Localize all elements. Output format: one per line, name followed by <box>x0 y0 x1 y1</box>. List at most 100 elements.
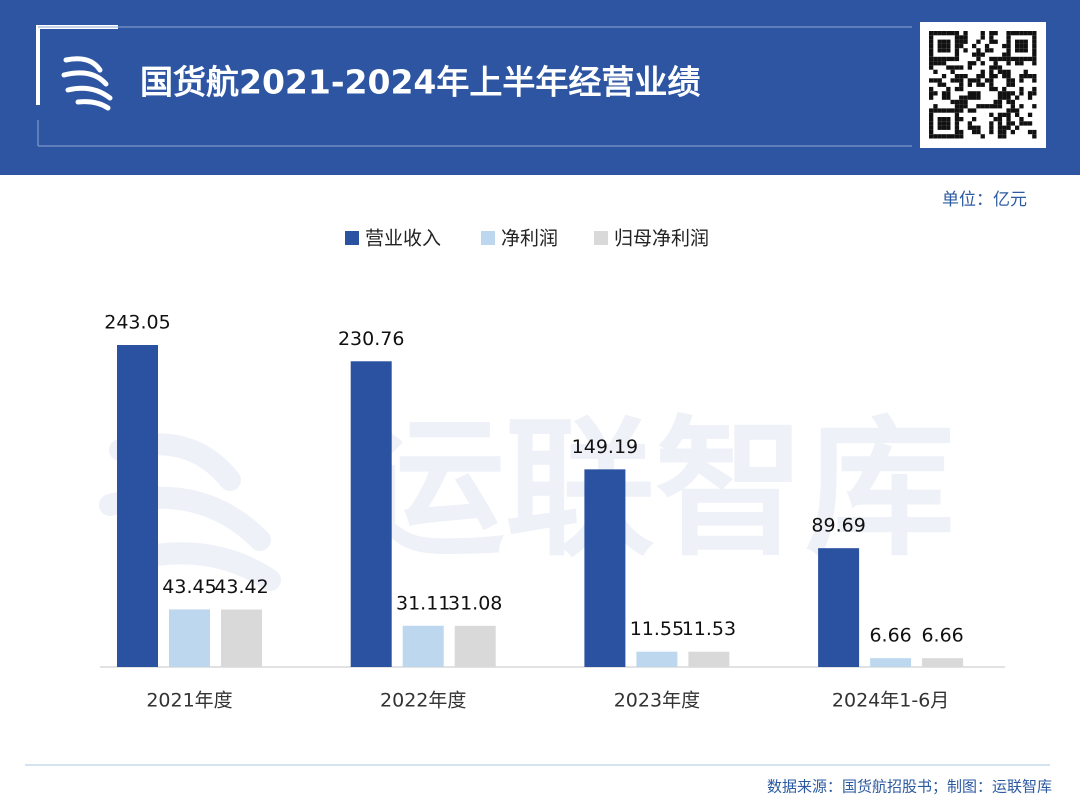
qr-module <box>946 117 951 122</box>
value-label: 43.45 <box>162 576 216 598</box>
qr-module <box>972 125 977 130</box>
qr-module <box>933 104 938 109</box>
qr-module <box>1023 39 1028 44</box>
qr-module <box>1019 56 1024 62</box>
qr-module <box>941 43 947 49</box>
qr-module <box>993 99 998 105</box>
qr-module <box>963 31 968 36</box>
qr-module <box>946 108 951 113</box>
qr-module <box>1010 91 1015 96</box>
qr-module <box>989 78 994 83</box>
qr-module <box>989 65 994 70</box>
qr-module <box>950 56 955 62</box>
qr-module <box>1032 86 1037 92</box>
qr-module <box>1010 99 1015 105</box>
qr-module <box>954 86 960 92</box>
value-label: 11.53 <box>682 618 736 640</box>
qr-module <box>1032 39 1037 44</box>
qr-module <box>989 112 994 117</box>
qr-module <box>937 39 942 44</box>
qr-module <box>1010 108 1015 113</box>
qr-module <box>1006 108 1011 113</box>
qr-module <box>959 95 964 100</box>
qr-module <box>937 134 942 139</box>
qr-module <box>984 78 990 83</box>
qr-module <box>997 134 1003 139</box>
qr-module <box>929 112 934 117</box>
qr-module <box>972 95 977 100</box>
qr-module <box>1032 74 1037 79</box>
qr-module <box>1019 117 1024 122</box>
qr-module <box>967 78 972 83</box>
qr-module <box>1010 31 1015 36</box>
qr-module <box>954 56 960 62</box>
bar <box>402 625 444 667</box>
qr-module <box>946 39 951 44</box>
qr-module <box>972 52 977 57</box>
qr-module <box>997 121 1003 126</box>
qr-module <box>976 129 981 135</box>
qr-module <box>1015 112 1020 117</box>
qr-module <box>959 74 964 79</box>
qr-module <box>929 125 934 130</box>
qr-module <box>954 31 960 36</box>
qr-module <box>1006 117 1011 122</box>
qr-module <box>1019 78 1024 83</box>
qr-module <box>1006 43 1011 49</box>
qr-module <box>1010 82 1015 87</box>
qr-module <box>1006 69 1011 74</box>
qr-module <box>976 82 981 87</box>
qr-module <box>1002 69 1007 74</box>
qr-module <box>941 31 947 36</box>
qr-module <box>954 78 960 83</box>
qr-module <box>1006 99 1011 105</box>
qr-module <box>929 43 934 49</box>
qr-module <box>980 35 985 40</box>
qr-module <box>954 134 960 139</box>
qr-module <box>980 61 985 66</box>
qr-module <box>959 86 964 92</box>
qr-module <box>937 117 942 122</box>
qr-module <box>954 99 960 105</box>
qr-module <box>972 108 977 113</box>
qr-module <box>1019 39 1024 44</box>
qr-module <box>959 82 964 87</box>
qr-module <box>993 104 998 109</box>
qr-module <box>941 121 947 126</box>
qr-code <box>929 31 1037 139</box>
qr-module <box>984 43 990 49</box>
qr-module <box>1023 31 1028 36</box>
qr-module <box>946 95 951 100</box>
qr-module <box>997 125 1003 130</box>
qr-module <box>1006 82 1011 87</box>
qr-module <box>967 61 972 66</box>
qr-module <box>1015 125 1020 130</box>
qr-module <box>1032 129 1037 135</box>
qr-module <box>989 39 994 44</box>
qr-module <box>946 91 951 96</box>
qr-module <box>1023 43 1028 49</box>
legend-label: 净利润 <box>501 228 558 250</box>
qr-module <box>963 39 968 44</box>
qr-module <box>1019 31 1024 36</box>
qr-module <box>929 117 934 122</box>
qr-module <box>959 108 964 113</box>
bar <box>221 609 262 667</box>
qr-module <box>959 39 964 44</box>
bar <box>870 658 912 667</box>
qr-module <box>946 86 951 92</box>
qr-module <box>946 121 951 126</box>
qr-module <box>933 91 938 96</box>
qr-module <box>993 117 998 122</box>
qr-module <box>1023 48 1028 53</box>
qr-module <box>1015 108 1020 113</box>
qr-module <box>1006 78 1011 83</box>
qr-module <box>937 43 942 49</box>
qr-module <box>1019 86 1024 92</box>
qr-module <box>937 121 942 126</box>
qr-module <box>946 48 951 53</box>
qr-module <box>963 99 968 105</box>
qr-module <box>929 108 934 113</box>
qr-module <box>946 125 951 130</box>
